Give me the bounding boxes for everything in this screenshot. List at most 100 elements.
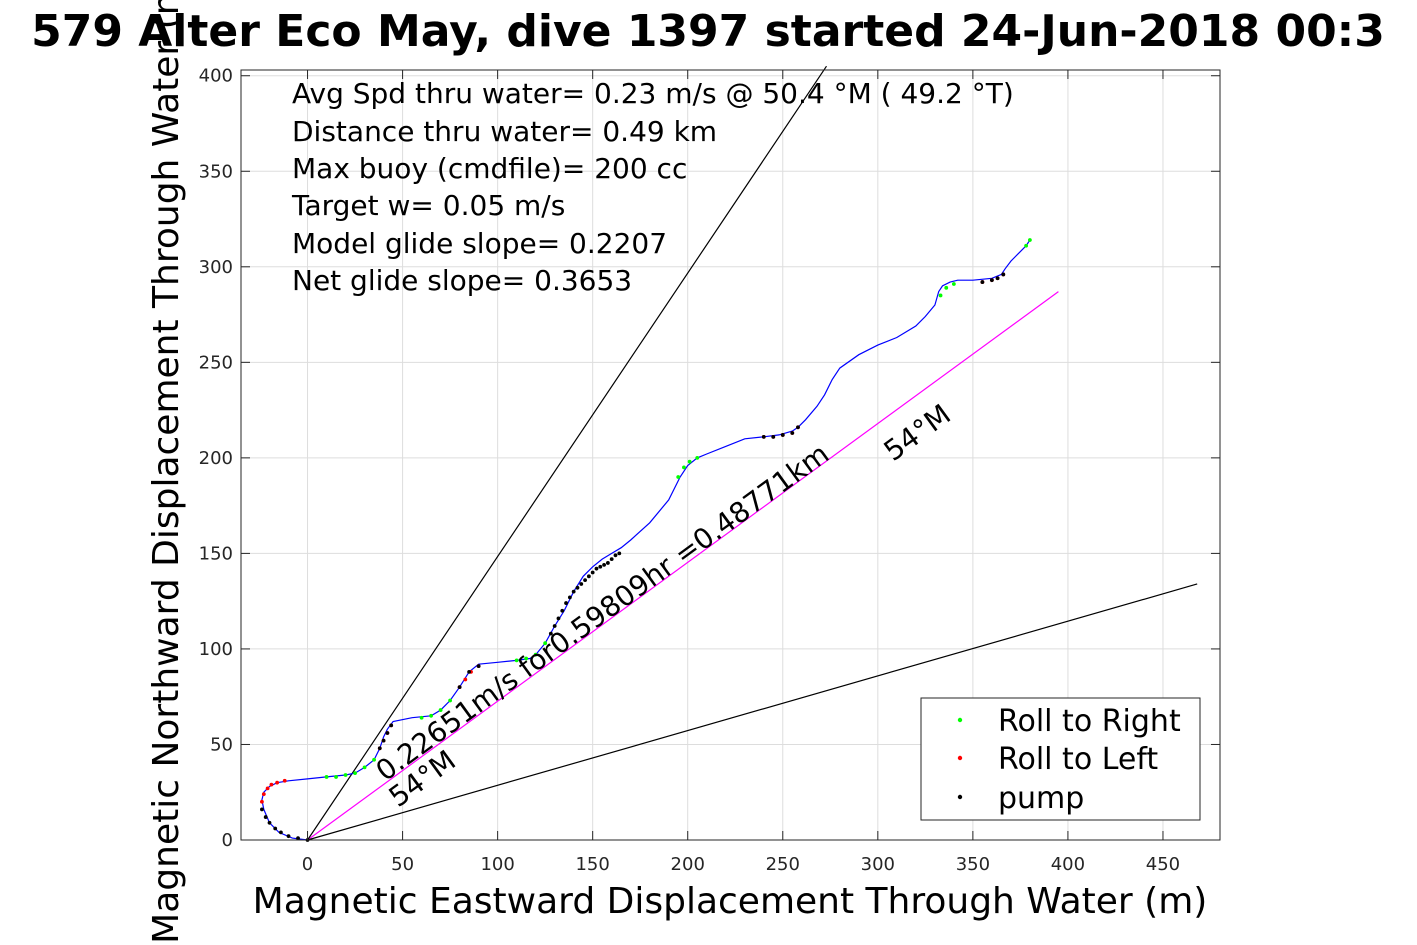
legend-box [920, 697, 1201, 821]
x-tick-label: 100 [480, 854, 514, 875]
pump-marker [263, 815, 268, 819]
roll-right-marker [951, 282, 956, 286]
roll-right-marker [944, 285, 949, 290]
pump-marker [771, 434, 776, 439]
y-tick-label: 0 [222, 830, 233, 851]
legend-label-roll-right: Roll to Right [998, 704, 1181, 739]
x-tick-label: 300 [861, 854, 895, 875]
reference-lines [307, 65, 1198, 841]
pump-marker [594, 566, 599, 571]
pump-marker [579, 582, 584, 586]
x-tick-label: 200 [671, 854, 705, 875]
pump-marker [260, 807, 264, 812]
info-target-w: Target w= 0.05 m/s [291, 189, 565, 222]
pump-marker [583, 578, 587, 583]
roll-left-marker [275, 780, 280, 785]
roll-right-marker [1024, 243, 1029, 248]
roll-right-marker [695, 455, 700, 460]
y-tick-label: 400 [199, 66, 233, 87]
legend-label-pump: pump [998, 781, 1084, 816]
pump-marker [548, 631, 553, 636]
pump-marker [761, 434, 766, 439]
roll-right-marker [372, 757, 376, 762]
pump-marker [273, 826, 278, 831]
x-tick-label: 250 [766, 854, 800, 875]
pump-marker [571, 589, 576, 594]
roll-right-marker [676, 475, 681, 479]
roll-right-marker [429, 713, 433, 718]
glide-slope-lower [307, 583, 1198, 841]
axis-ticks: 0 50 100 150 200 250 300 350 400 450 0 50 100 150 200 2… [199, 66, 1220, 875]
y-tick-label: 100 [199, 639, 233, 660]
pump-marker [389, 723, 394, 728]
x-tick-label: 0 [302, 854, 313, 875]
roll-right-marker [438, 708, 443, 712]
info-max-buoy: Max buoy (cmdfile)= 200 cc [292, 152, 687, 185]
pump-marker [605, 561, 610, 565]
x-tick-label: 450 [1146, 854, 1180, 875]
roll-right-marker [324, 775, 329, 779]
pump-marker [989, 278, 994, 283]
legend-marker-roll-right [957, 717, 963, 723]
roll-left-marker [463, 677, 468, 682]
roll-right-marker [419, 715, 424, 720]
roll-right-marker [533, 652, 538, 657]
pump-marker [279, 830, 283, 835]
pump-marker [385, 731, 390, 735]
pump-marker [556, 616, 561, 621]
roll-right-marker [334, 775, 338, 779]
pump-marker [1001, 272, 1006, 277]
x-tick-label: 400 [1051, 854, 1085, 875]
roll-left-marker [265, 786, 270, 791]
pump-marker [564, 601, 568, 605]
roll-right-marker [362, 765, 367, 770]
pump-marker [598, 564, 603, 569]
info-net-glide: Net glide slope= 0.3653 [292, 264, 632, 297]
pump-marker [286, 834, 291, 839]
pump-marker [796, 425, 800, 430]
pump-marker [995, 276, 1000, 281]
pump-marker [560, 608, 565, 613]
pump-marker [980, 280, 985, 284]
roll-right-marker [1028, 238, 1032, 242]
pump-marker [780, 433, 785, 437]
x-tick-label: 50 [391, 854, 414, 875]
pump-marker [602, 562, 606, 567]
info-model-glide: Model glide slope= 0.2207 [292, 227, 667, 260]
roll-right-marker [524, 656, 529, 661]
pump-marker [590, 570, 595, 575]
roll-left-marker [269, 782, 274, 787]
y-tick-label: 300 [199, 257, 233, 278]
y-tick-label: 350 [199, 161, 233, 182]
legend-marker-pump [957, 794, 963, 800]
info-box: Avg Spd thru water= 0.23 m/s @ 50.4 °M (… [291, 77, 1014, 297]
pump-marker [377, 746, 382, 751]
roll-left-marker [261, 792, 266, 797]
roll-right-marker [938, 293, 943, 298]
pump-marker [552, 624, 557, 628]
markers [260, 238, 1032, 842]
roll-right-marker [448, 698, 453, 703]
y-tick-label: 150 [199, 543, 233, 564]
chart-title: 579 Alter Eco May, dive 1397 started 24-… [31, 6, 1385, 57]
roll-right-marker [543, 641, 548, 646]
legend: Roll to Right Roll to Left pump [920, 697, 1201, 821]
pump-marker [790, 431, 795, 435]
pump-marker [617, 551, 622, 556]
heading-line [307, 291, 1059, 841]
roll-right-marker [514, 658, 519, 663]
roll-right-marker [343, 773, 348, 777]
roll-left-marker [260, 799, 264, 804]
legend-marker-roll-left [957, 755, 963, 761]
heading-label-far: 54°M [878, 398, 957, 468]
pump-marker [567, 595, 572, 600]
x-tick-label: 350 [956, 854, 990, 875]
info-avg-speed: Avg Spd thru water= 0.23 m/s @ 50.4 °M (… [292, 77, 1014, 110]
pump-marker [609, 557, 614, 562]
y-tick-label: 50 [210, 734, 233, 755]
x-axis-label: Magnetic Eastward Displacement Through W… [253, 881, 1208, 922]
pump-marker [476, 664, 481, 669]
pump-marker [267, 820, 272, 825]
pump-marker [296, 836, 300, 840]
roll-left-marker [282, 778, 287, 783]
